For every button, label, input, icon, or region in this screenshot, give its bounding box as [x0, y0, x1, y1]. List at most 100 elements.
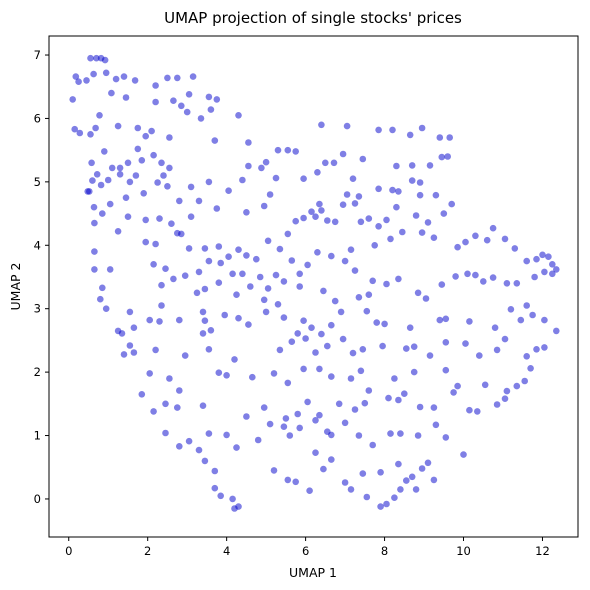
data-point	[178, 102, 185, 110]
data-point	[424, 459, 432, 467]
data-point	[245, 139, 252, 146]
data-point	[377, 503, 384, 510]
data-point	[401, 390, 408, 398]
data-point	[312, 213, 319, 220]
data-point	[460, 451, 467, 458]
data-point	[207, 327, 215, 334]
data-point	[152, 240, 159, 248]
data-point	[331, 218, 339, 226]
data-point	[541, 316, 548, 324]
data-point	[318, 121, 325, 129]
data-point	[120, 73, 128, 80]
data-point	[393, 203, 400, 211]
data-point	[363, 493, 371, 501]
data-point	[150, 151, 157, 159]
data-point	[466, 318, 473, 325]
data-point	[533, 346, 540, 353]
x-tick-label: 4	[223, 544, 230, 558]
data-point	[476, 352, 483, 359]
data-point	[361, 399, 369, 407]
data-point	[314, 169, 321, 176]
y-tick-label: 2	[34, 365, 41, 379]
data-point	[347, 486, 355, 493]
y-tick-label: 0	[34, 492, 41, 506]
data-point	[292, 217, 300, 225]
data-point	[324, 342, 331, 350]
data-point	[272, 271, 280, 279]
data-point	[102, 305, 110, 313]
data-point	[359, 470, 367, 477]
data-point	[371, 242, 379, 249]
data-point	[365, 387, 373, 394]
chart-title: UMAP projection of single stocks' prices	[164, 9, 462, 27]
data-point	[69, 96, 76, 103]
data-point	[312, 449, 319, 457]
data-point	[195, 446, 203, 454]
data-point	[211, 484, 219, 492]
data-point	[331, 297, 339, 305]
data-point	[199, 402, 207, 410]
data-point	[357, 218, 365, 226]
data-point	[229, 495, 236, 503]
data-point	[91, 266, 98, 273]
data-point	[410, 368, 418, 376]
data-point	[99, 284, 106, 292]
data-point	[162, 265, 169, 273]
data-point	[406, 131, 414, 139]
data-point	[116, 171, 124, 178]
data-point	[426, 162, 434, 169]
data-point	[539, 251, 546, 259]
data-point	[503, 387, 511, 395]
data-point	[300, 214, 307, 222]
data-point	[288, 338, 296, 346]
data-point	[383, 500, 390, 508]
data-point	[92, 124, 99, 132]
data-point	[318, 207, 325, 214]
data-point	[304, 398, 311, 406]
data-point	[215, 243, 223, 250]
data-point	[335, 400, 343, 408]
data-point	[183, 108, 191, 116]
data-point	[164, 183, 171, 190]
data-point	[221, 311, 228, 319]
data-point	[160, 172, 167, 179]
x-tick-label: 8	[381, 544, 388, 558]
data-point	[312, 417, 319, 424]
data-point	[545, 253, 552, 260]
data-point	[426, 352, 434, 359]
y-tick-label: 6	[34, 111, 41, 125]
data-point	[270, 467, 278, 474]
data-point	[513, 280, 521, 287]
data-point	[130, 324, 138, 332]
data-point	[339, 201, 347, 208]
data-point	[274, 146, 282, 154]
data-point	[152, 82, 159, 89]
data-point	[454, 243, 461, 251]
data-point	[166, 375, 173, 382]
data-point	[193, 289, 201, 297]
data-point	[235, 246, 242, 253]
data-point	[347, 375, 355, 382]
data-point	[225, 253, 232, 260]
x-tick-label: 12	[535, 544, 550, 558]
data-point	[395, 275, 402, 283]
data-point	[134, 145, 142, 153]
data-point	[464, 270, 471, 278]
data-point	[205, 257, 213, 265]
data-point	[302, 335, 309, 342]
data-point	[104, 176, 112, 184]
data-point	[521, 377, 528, 385]
data-point	[328, 373, 335, 380]
data-point	[124, 159, 132, 167]
data-point	[120, 351, 128, 358]
data-point	[205, 346, 213, 353]
data-point	[359, 155, 367, 163]
data-point	[300, 317, 307, 325]
data-point	[260, 404, 268, 411]
data-point	[140, 190, 147, 197]
data-point	[438, 153, 446, 161]
data-point	[170, 97, 177, 104]
data-point	[483, 236, 491, 244]
data-point	[195, 197, 203, 205]
y-axis: 0 1 2 3 4 5 6 7	[34, 48, 49, 506]
